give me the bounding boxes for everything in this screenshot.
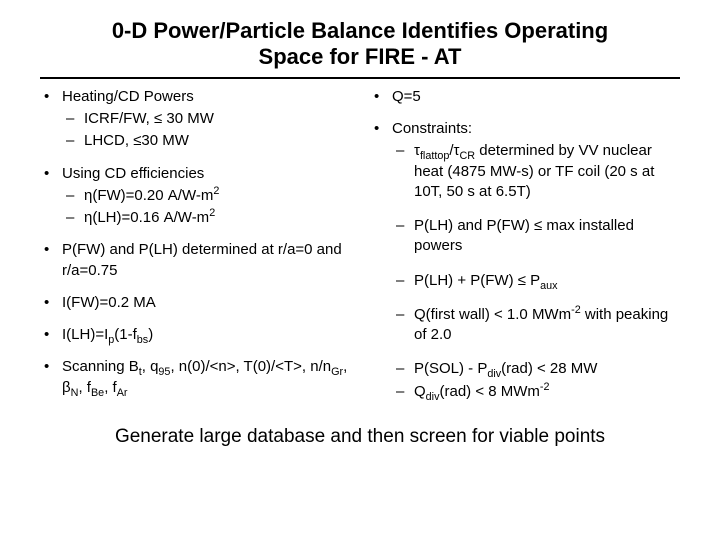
sub-eta-fw: η(FW)=0.20 A/W-m2 [62,186,350,206]
text: P(FW) and P(LH) determined at r/a=0 and … [62,241,342,278]
slide-title: 0-D Power/Particle Balance Identifies Op… [40,18,680,71]
sub-plh-pfw-paux: P(LH) + P(FW) ≤ Paux [392,271,680,291]
text: Q=5 [392,88,421,105]
left-item-scanning: Scanning Bt, q95, n(0)/<n>, T(0)/<T>, n/… [40,357,350,398]
text: I(FW)=0.2 MA [62,294,156,311]
content-columns: Heating/CD Powers ICRF/FW, ≤ 30 MW LHCD,… [40,87,680,414]
sub-tau-flattop: τflattop/τCR determined by VV nuclear he… [392,141,680,202]
right-item-q: Q=5 [370,87,680,107]
text: Constraints: [392,120,472,137]
left-item-ifw: I(FW)=0.2 MA [40,293,350,313]
sub-qdiv: Qdiv(rad) < 8 MWm-2 [392,382,680,402]
sub-list: τflattop/τCR determined by VV nuclear he… [392,141,680,402]
slide: 0-D Power/Particle Balance Identifies Op… [0,0,720,540]
sub-plh-pfw-max: P(LH) and P(FW) ≤ max installed powers [392,216,680,257]
left-item-pfw-plh: P(FW) and P(LH) determined at r/a=0 and … [40,240,350,281]
right-item-constraints: Constraints: τflattop/τCR determined by … [370,119,680,402]
left-item-heating: Heating/CD Powers ICRF/FW, ≤ 30 MW LHCD,… [40,87,350,152]
footer-text: Generate large database and then screen … [40,426,680,448]
sub-list: ICRF/FW, ≤ 30 MW LHCD, ≤30 MW [62,109,350,152]
title-line-1: 0-D Power/Particle Balance Identifies Op… [112,18,608,43]
title-line-2: Space for FIRE - AT [259,44,462,69]
right-list: Q=5 Constraints: τflattop/τCR determined… [370,87,680,402]
sub-q-firstwall: Q(first wall) < 1.0 MWm-2 with peaking o… [392,305,680,346]
text: Using CD efficiencies [62,165,204,182]
sub-icrf: ICRF/FW, ≤ 30 MW [62,109,350,129]
right-column: Q=5 Constraints: τflattop/τCR determined… [370,87,680,414]
sub-lhcd: LHCD, ≤30 MW [62,131,350,151]
sub-list: η(FW)=0.20 A/W-m2 η(LH)=0.16 A/W-m2 [62,186,350,229]
sub-psol-pdiv: P(SOL) - Pdiv(rad) < 28 MW [392,359,680,379]
sub-eta-lh: η(LH)=0.16 A/W-m2 [62,208,350,228]
title-rule [40,77,680,79]
left-item-cd-eff: Using CD efficiencies η(FW)=0.20 A/W-m2 … [40,164,350,229]
left-item-ilh: I(LH)=Ip(1-fbs) [40,325,350,345]
left-list: Heating/CD Powers ICRF/FW, ≤ 30 MW LHCD,… [40,87,350,398]
left-column: Heating/CD Powers ICRF/FW, ≤ 30 MW LHCD,… [40,87,350,414]
text: Heating/CD Powers [62,88,194,105]
